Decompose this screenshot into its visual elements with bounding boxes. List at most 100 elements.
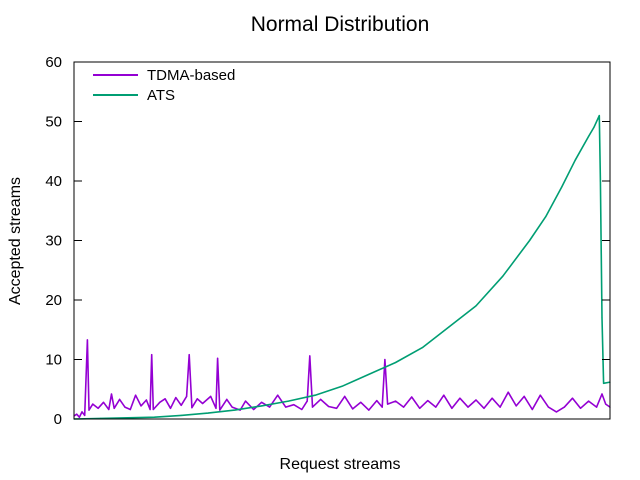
data-point [293, 404, 295, 406]
data-point [499, 406, 501, 408]
data-point [140, 405, 142, 407]
data-point [145, 399, 147, 401]
data-point [411, 396, 413, 398]
data-point [261, 401, 263, 403]
y-tick-label: 60 [45, 54, 62, 71]
data-point [151, 354, 153, 356]
data-point [531, 408, 533, 411]
data-point [483, 407, 485, 409]
data-point [459, 397, 461, 399]
data-point [599, 180, 602, 182]
x-axis-label: Request streams [280, 456, 401, 473]
data-point [376, 400, 378, 402]
data-point [152, 408, 154, 411]
data-point [110, 393, 113, 395]
data-point [306, 400, 308, 402]
data-point [579, 407, 582, 409]
legend: TDMA-based ATS [93, 67, 235, 104]
data-point [419, 407, 421, 409]
data-point [287, 400, 289, 402]
data-point [539, 394, 541, 396]
data-point [196, 398, 198, 400]
data-point [180, 414, 182, 416]
data-point [180, 404, 182, 406]
data-point [76, 413, 78, 415]
data-point [86, 339, 88, 341]
data-point [352, 408, 354, 410]
y-tick-label: 30 [45, 233, 62, 250]
y-axis-label: Accepted streams [7, 177, 24, 305]
legend-label: ATS [147, 87, 175, 104]
data-point [588, 135, 590, 137]
data-point [81, 411, 83, 413]
data-point [97, 407, 99, 409]
data-point [215, 407, 217, 409]
data-point [341, 385, 343, 387]
data-point [336, 407, 338, 409]
data-point [360, 401, 362, 403]
data-point [467, 406, 469, 408]
data-point [311, 406, 314, 408]
data-point [574, 159, 576, 161]
data-point [598, 115, 600, 117]
data-point [78, 416, 80, 418]
data-point [129, 408, 131, 411]
data-point [92, 403, 94, 405]
data-point [88, 409, 90, 411]
data-point [384, 358, 386, 361]
data-point [217, 357, 219, 359]
data-point [253, 408, 255, 411]
data-point [475, 305, 477, 307]
data-point [219, 409, 221, 411]
data-point [191, 407, 193, 409]
data-point [547, 406, 550, 408]
data-point [135, 394, 137, 396]
data-point [451, 407, 453, 409]
data-point [269, 406, 271, 408]
data-point [127, 417, 129, 419]
data-point [403, 406, 405, 408]
data-point [529, 239, 531, 242]
data-point [571, 397, 574, 399]
series-line-tdma-based [73, 339, 611, 419]
data-point [593, 126, 595, 128]
data-point [231, 406, 233, 408]
y-tick-label: 50 [45, 114, 62, 131]
data-point [601, 393, 603, 395]
data-point [159, 401, 161, 403]
y-tick-label: 0 [54, 411, 62, 428]
y-axis: 0 10 20 30 40 50 60 [45, 54, 610, 428]
data-point [588, 400, 590, 402]
data-point [387, 403, 389, 405]
data-point [309, 355, 311, 357]
data-point [186, 395, 188, 397]
data-point [301, 408, 303, 411]
data-point [244, 400, 247, 402]
data-point [108, 408, 110, 411]
data-point [234, 409, 236, 411]
data-point [149, 408, 151, 411]
data-point [596, 406, 598, 408]
data-point [119, 398, 121, 400]
data-point [226, 398, 228, 400]
data-point [153, 416, 155, 418]
data-point [443, 394, 445, 396]
data-point [344, 395, 346, 397]
data-point [435, 406, 437, 408]
data-point [164, 398, 166, 400]
data-point [368, 373, 370, 375]
data-point [175, 397, 177, 399]
plot-frame [73, 61, 611, 420]
data-point [169, 407, 172, 409]
data-point [102, 401, 105, 403]
data-point [277, 394, 279, 396]
data-point [563, 406, 566, 408]
data-point [261, 405, 263, 407]
data-point [601, 317, 603, 319]
data-point [314, 394, 316, 396]
data-point [515, 405, 517, 407]
legend-label: TDMA-based [147, 67, 235, 84]
data-point [368, 409, 370, 411]
plot-area [73, 114, 611, 420]
data-point [491, 397, 493, 399]
